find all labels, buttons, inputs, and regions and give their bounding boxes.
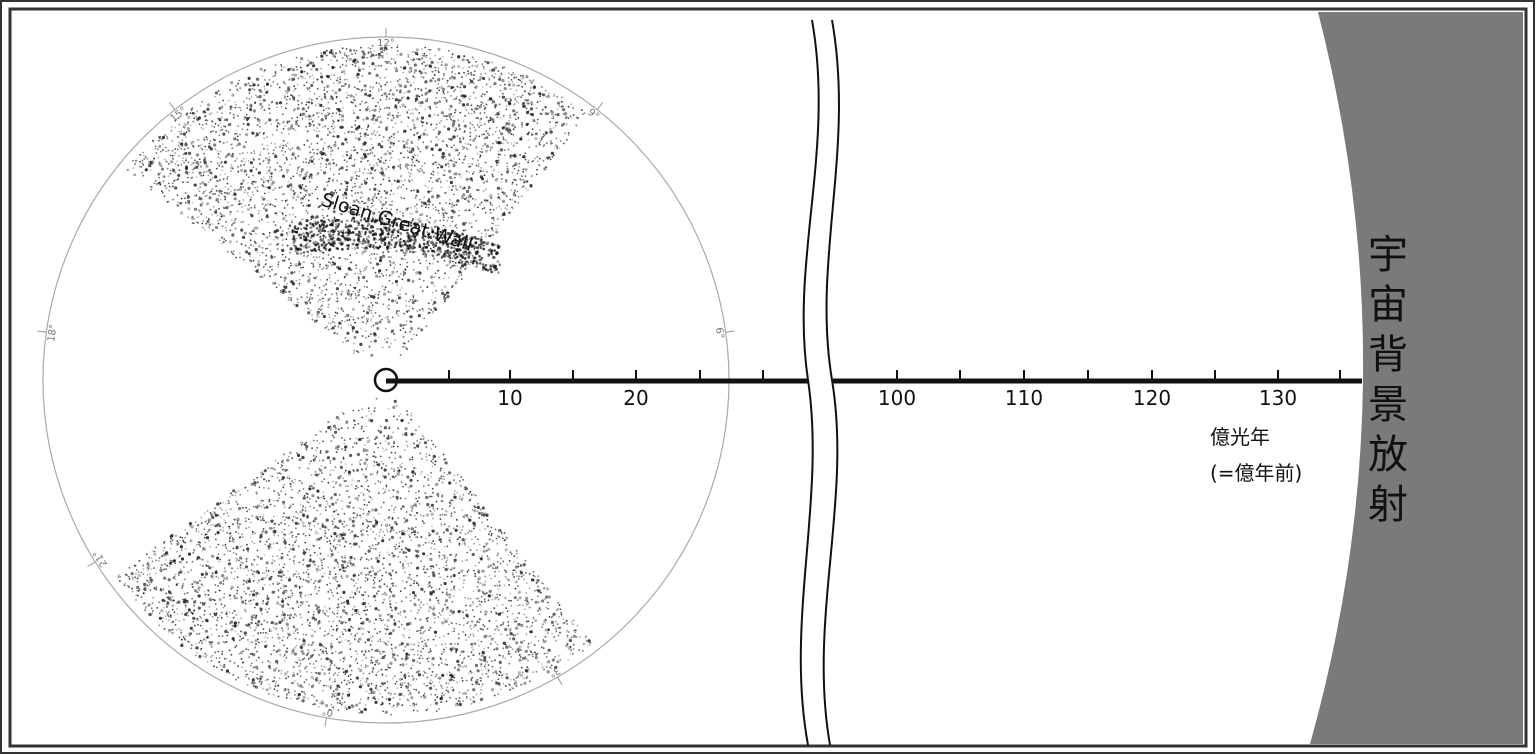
galaxy-wedge-north bbox=[126, 44, 586, 357]
angle-label: 18° bbox=[46, 324, 59, 343]
tick-label-130: 130 bbox=[1259, 386, 1297, 410]
cmb-region bbox=[1310, 12, 1523, 744]
tick-label-110: 110 bbox=[1005, 386, 1043, 410]
angle-label: 6° bbox=[713, 327, 725, 340]
tick-label-10: 10 bbox=[497, 386, 522, 410]
inner-border bbox=[8, 7, 1528, 748]
angle-ticks: 12°15° 9°18° 6°21°3°0° bbox=[37, 28, 735, 727]
angle-label: 12° bbox=[377, 38, 395, 49]
galaxy-wedge-south bbox=[117, 397, 592, 716]
angle-label: 0° bbox=[321, 705, 334, 718]
scale-ticks bbox=[448, 370, 1341, 381]
tick-label-120: 120 bbox=[1133, 386, 1171, 410]
scale-break-line-right bbox=[822, 19, 840, 746]
cmb-label: 宇宙背景放射 bbox=[1368, 232, 1408, 528]
unit-label-line1: 億光年 bbox=[1210, 425, 1270, 449]
tick-label-20: 20 bbox=[623, 386, 648, 410]
tick-label-100: 100 bbox=[878, 386, 916, 410]
angle-label: 9° bbox=[585, 107, 601, 123]
unit-label-line2: (=億年前) bbox=[1210, 461, 1302, 485]
scale-break-line-left bbox=[799, 19, 820, 746]
angle-label: 3° bbox=[547, 664, 562, 679]
